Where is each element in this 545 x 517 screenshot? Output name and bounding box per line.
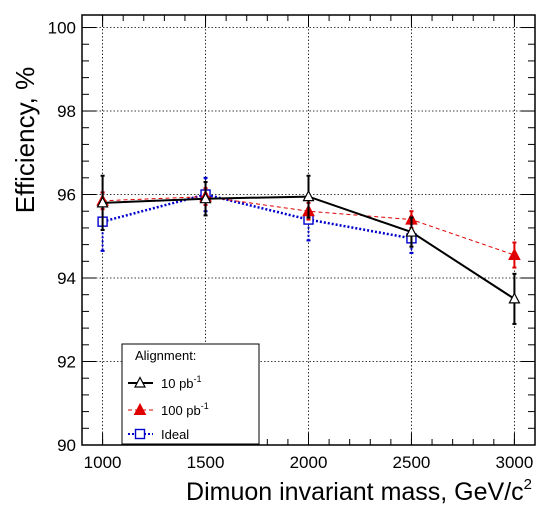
x-tick-label: 2000	[290, 453, 328, 472]
point-marker	[199, 191, 212, 204]
legend-label: 100 pb-1	[161, 401, 209, 418]
legend-box	[121, 343, 260, 445]
y-tick-label: 92	[57, 353, 76, 372]
legend: Alignment: 10 pb-1 100 pb-1 Ideal	[121, 343, 260, 445]
y-tick-label: 90	[57, 436, 76, 455]
x-tick-label: 2500	[393, 453, 431, 472]
legend-label: 10 pb-1	[161, 374, 202, 391]
legend-entry: Ideal	[128, 427, 189, 442]
y-tick-label: 98	[57, 102, 76, 121]
series-line	[102, 196, 515, 256]
series-layer	[96, 174, 521, 325]
point-marker	[508, 292, 521, 304]
y-tick-label: 96	[57, 186, 76, 205]
y-tick-label: 94	[57, 269, 76, 288]
legend-entry: 100 pb-1	[128, 401, 209, 418]
point-marker	[302, 189, 315, 202]
x-tick-label: 1500	[187, 453, 225, 472]
legend-entry: 10 pb-1	[128, 374, 202, 391]
point-marker	[96, 196, 109, 208]
legend-label: Ideal	[161, 427, 189, 442]
y-axis-label: Efficiency, %	[10, 67, 40, 213]
point-marker	[134, 376, 146, 388]
legend-title: Alignment:	[135, 348, 196, 363]
series-0	[96, 174, 521, 325]
point-marker	[134, 428, 146, 440]
x-axis-label: Dimuon invariant mass, GeV/c2	[186, 476, 532, 506]
point-marker	[133, 402, 147, 415]
point-marker	[405, 225, 418, 237]
y-tick-label: 100	[48, 19, 76, 38]
x-tick-label: 3000	[495, 453, 533, 472]
series-line	[102, 193, 412, 240]
point-marker	[508, 247, 521, 261]
x-tick-label: 1000	[84, 453, 122, 472]
